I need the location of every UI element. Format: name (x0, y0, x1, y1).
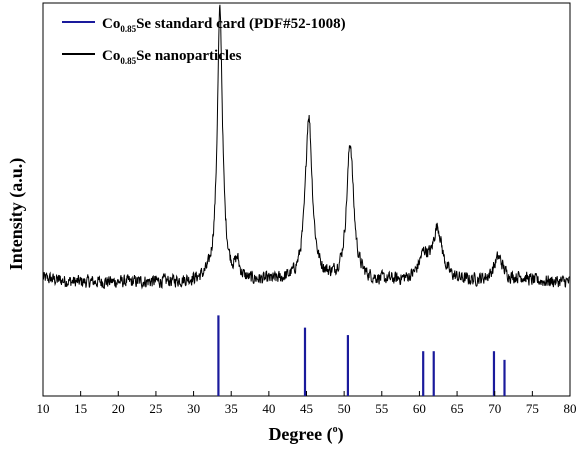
x-tick-label: 35 (225, 401, 238, 416)
x-tick-label: 25 (149, 401, 162, 416)
x-tick-label: 20 (112, 401, 125, 416)
nanoparticle-pattern-line (42, 4, 571, 290)
x-tick-label: 70 (488, 401, 501, 416)
x-axis-title: Degree (o) (268, 424, 343, 445)
legend-label-standard-card: Co0.85Se standard card (PDF#52-1008) (102, 16, 346, 34)
x-tick-label: 45 (300, 401, 313, 416)
x-tick-label: 50 (338, 401, 351, 416)
legend: Co0.85Se standard card (PDF#52-1008) Co0… (62, 16, 346, 66)
legend-label-nanoparticles: Co0.85Se nanoparticles (102, 48, 242, 66)
x-tick-label: 55 (375, 401, 388, 416)
x-tick-label: 10 (37, 401, 50, 416)
x-tick-label: 40 (262, 401, 275, 416)
standard-card-sticks (217, 315, 506, 396)
y-axis-title: Intensity (a.u.) (6, 158, 27, 271)
x-tick-label: 75 (526, 401, 539, 416)
x-tick-label: 30 (187, 401, 200, 416)
x-tick-label: 60 (413, 401, 426, 416)
x-tick-label: 80 (564, 401, 577, 416)
x-axis-ticks: 10 15 20 25 30 35 40 45 50 55 60 65 70 75 80 (37, 391, 577, 416)
x-tick-label: 15 (74, 401, 87, 416)
x-tick-label: 65 (451, 401, 464, 416)
